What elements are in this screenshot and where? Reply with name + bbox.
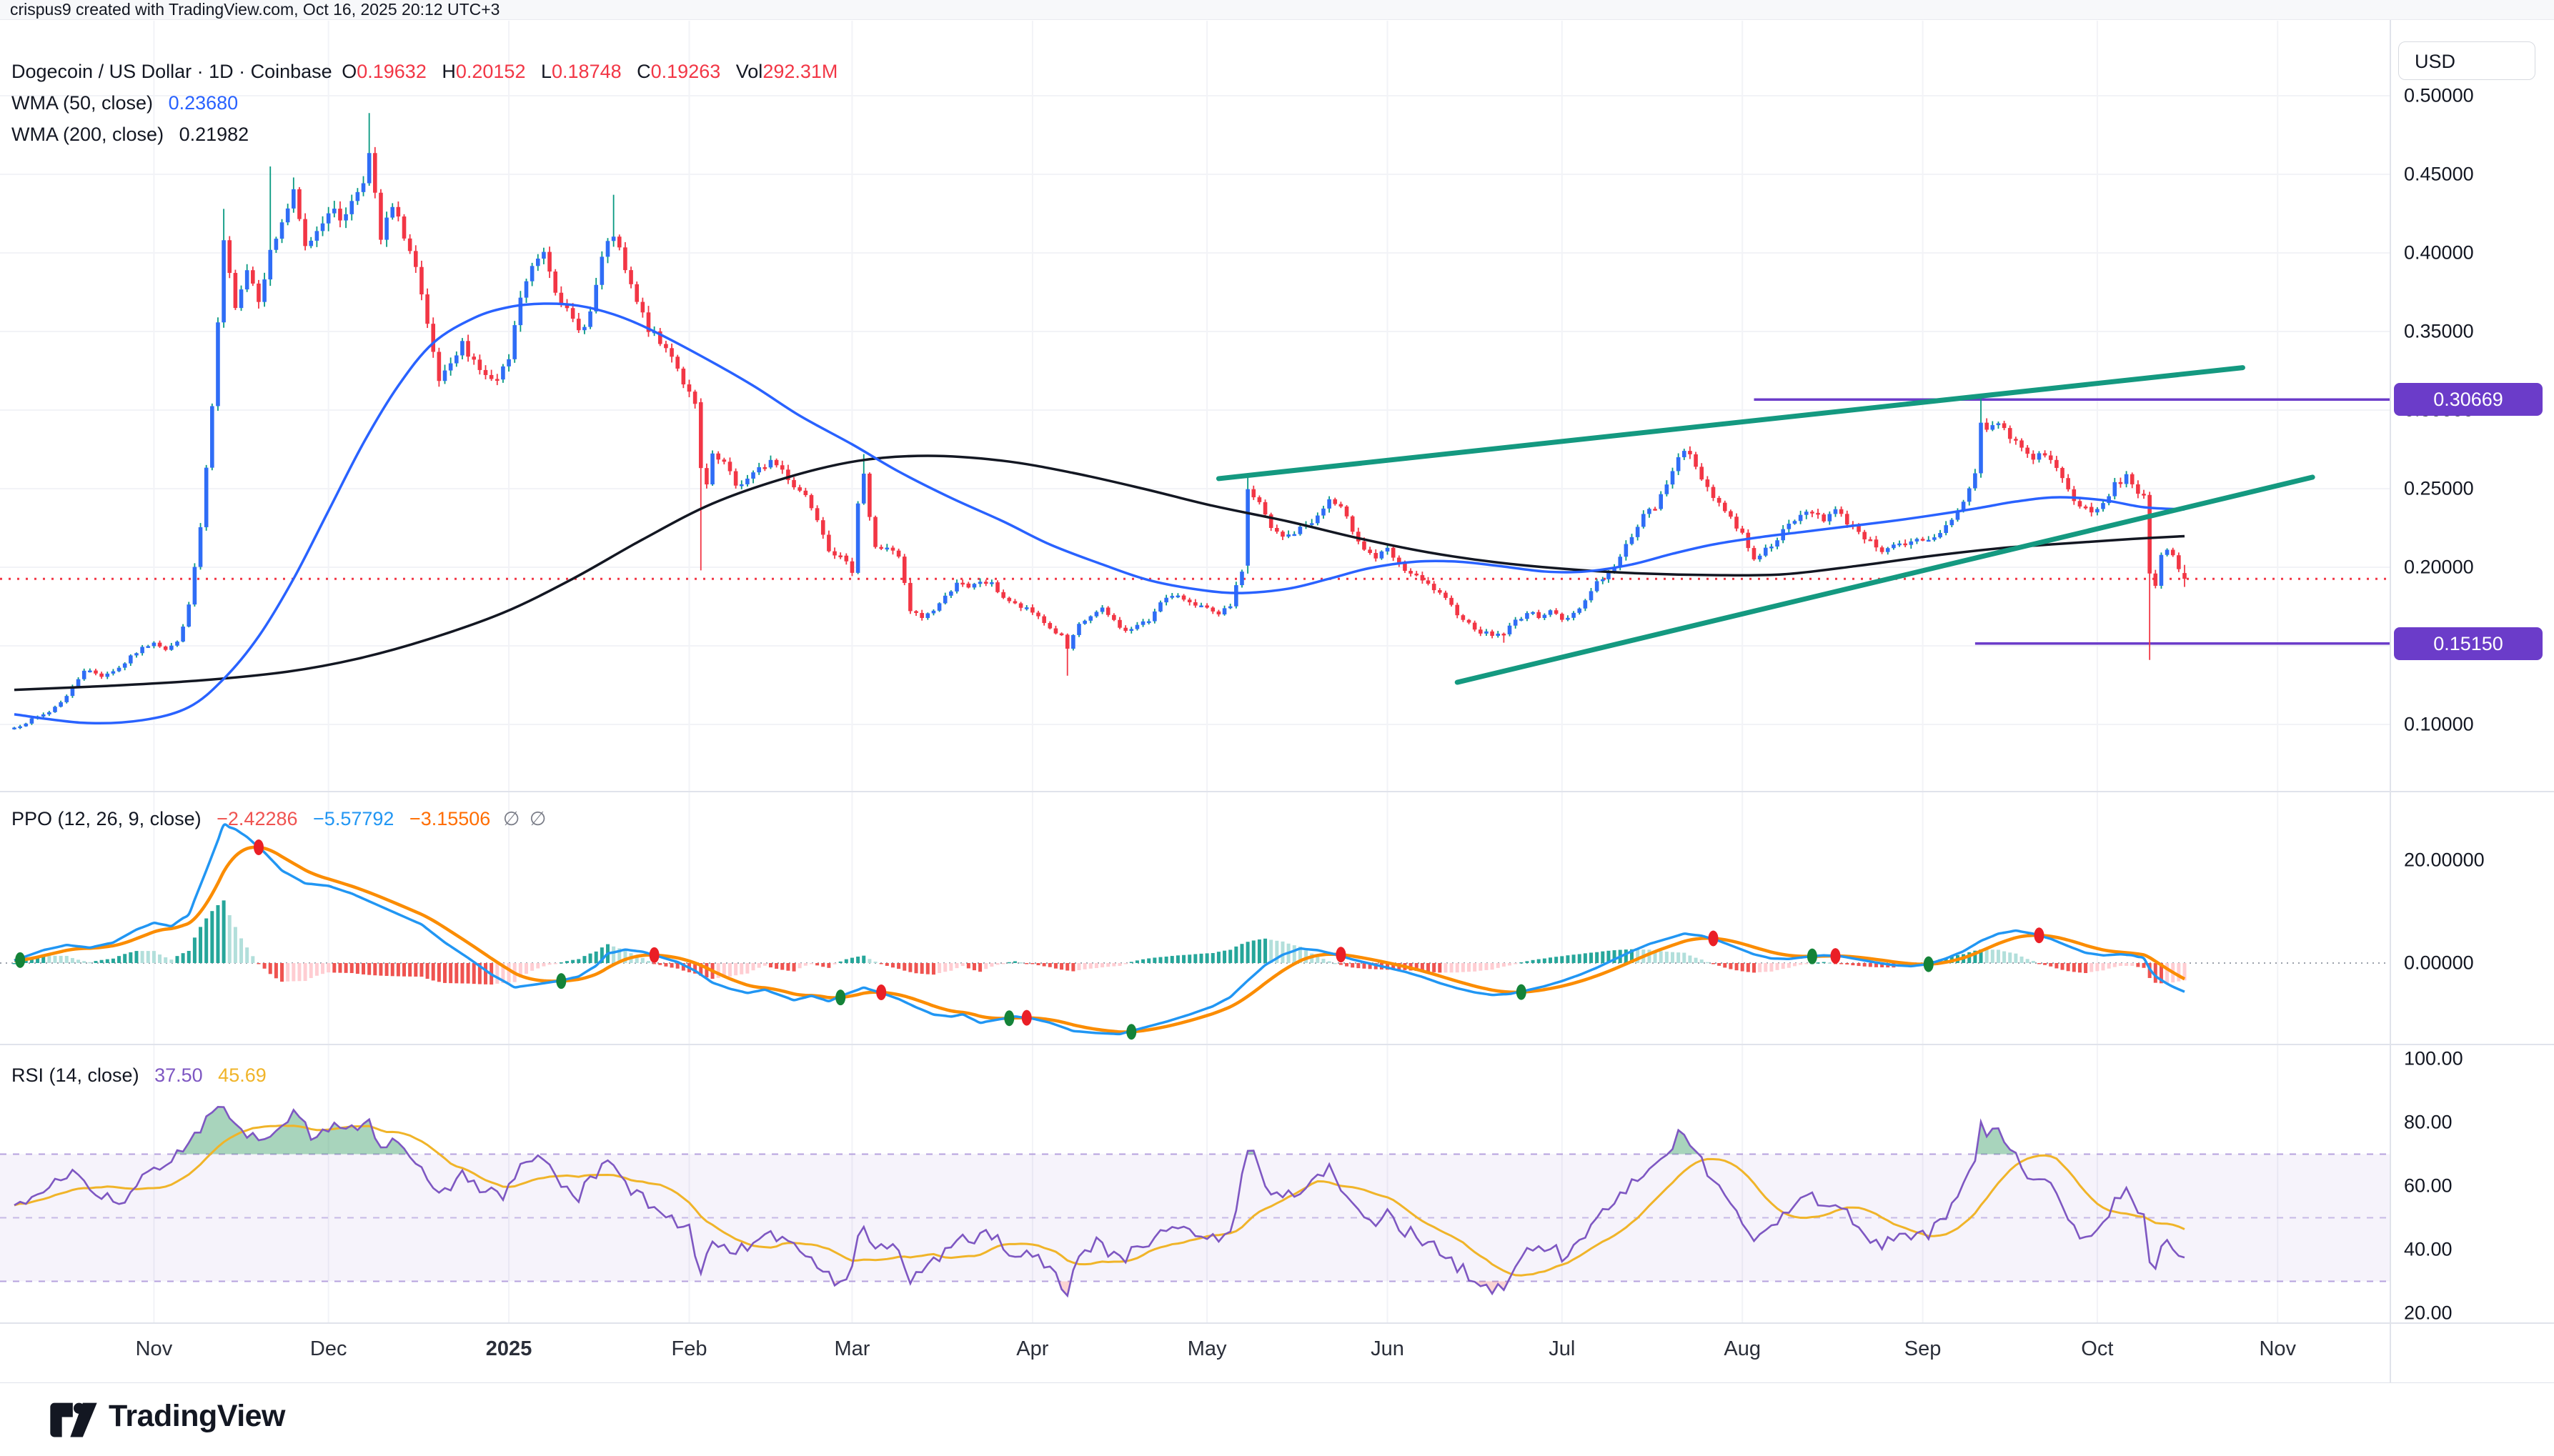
tradingview-logo-icon[interactable] (49, 1397, 99, 1442)
currency-toggle-button[interactable]: USD (2398, 41, 2535, 80)
price-axis-label: 0.45000 (2404, 163, 2474, 185)
low-value: 0.18748 (552, 61, 622, 82)
volume-label: Vol (735, 61, 763, 82)
time-axis-label: Oct (2081, 1337, 2114, 1360)
ppo-axis-label: 20.00000 (2404, 849, 2485, 871)
price-axis-label: 0.35000 (2404, 320, 2474, 342)
time-axis-label: Sep (1904, 1337, 1942, 1360)
volume-value: 292.31M (762, 61, 838, 82)
time-axis-label: Dec (309, 1337, 347, 1360)
wma50-label: WMA (50, close) (11, 92, 154, 114)
rsi-axis-label: 100.00 (2404, 1047, 2463, 1069)
price-level-badge[interactable]: 0.15150 (2394, 627, 2543, 660)
price-axis-label: 0.50000 (2404, 84, 2474, 106)
price-axis-label: 0.25000 (2404, 477, 2474, 499)
time-axis-label: Nov (2259, 1337, 2297, 1360)
time-axis-label: May (1187, 1337, 1227, 1360)
open-value: 0.19632 (357, 61, 427, 82)
rsi-legend[interactable]: RSI (14, close) 37.50 45.69 (11, 1059, 271, 1091)
ppo-signal-value: −3.15506 (409, 808, 491, 829)
time-axis-label: Feb (671, 1337, 707, 1360)
price-axis-label: 0.10000 (2404, 713, 2474, 735)
credit-line: crispus9 created with TradingView.com, O… (0, 0, 2554, 20)
wma50-legend[interactable]: WMA (50, close) 0.23680 (11, 87, 242, 119)
time-axis-label: Jun (1371, 1337, 1404, 1360)
close-label: C (637, 61, 651, 82)
ppo-flag-icon: ∅ (502, 808, 520, 829)
close-value: 0.19263 (650, 61, 721, 82)
price-axis-label: 0.40000 (2404, 241, 2474, 264)
price-axis-label: 0.20000 (2404, 556, 2474, 578)
ppo-line-value: −5.57792 (313, 808, 394, 829)
ppo-label: PPO (12, 26, 9, close) (11, 808, 202, 829)
footer-brand-bar: TradingView (0, 1383, 2554, 1456)
time-axis[interactable] (0, 1323, 2554, 1383)
symbol-legend[interactable]: Dogecoin / US Dollar · 1D · Coinbase O0.… (11, 56, 842, 87)
rsi-label: RSI (14, close) (11, 1064, 139, 1086)
rsi-axis-label: 20.00 (2404, 1302, 2453, 1324)
price-level-badge[interactable]: 0.30669 (2394, 383, 2543, 417)
symbol-title: Dogecoin / US Dollar · 1D · Coinbase (11, 61, 332, 82)
wma200-label: WMA (200, close) (11, 124, 164, 145)
rsi-axis-label: 60.00 (2404, 1175, 2453, 1197)
time-axis-label: Apr (1016, 1337, 1049, 1360)
rsi-value: 37.50 (154, 1064, 203, 1086)
ppo-legend[interactable]: PPO (12, 26, 9, close) −2.42286 −5.57792… (11, 803, 550, 834)
high-label: H (442, 61, 456, 82)
time-axis-label: Nov (135, 1337, 173, 1360)
time-axis-label: Mar (834, 1337, 870, 1360)
wma50-value: 0.23680 (168, 92, 239, 114)
ppo-flag-icon: ∅ (529, 808, 547, 829)
wma200-legend[interactable]: WMA (200, close) 0.21982 (11, 119, 253, 150)
high-value: 0.20152 (455, 61, 526, 82)
time-axis-label: Jul (1549, 1337, 1576, 1360)
brand-wordmark[interactable]: TradingView (109, 1399, 286, 1433)
open-label: O (342, 61, 357, 82)
rsi-ma-value: 45.69 (218, 1064, 267, 1086)
rsi-axis-label: 80.00 (2404, 1111, 2453, 1133)
time-axis-label: 2025 (485, 1337, 532, 1360)
low-label: L (540, 61, 552, 82)
rsi-axis-label: 40.00 (2404, 1238, 2453, 1260)
ppo-axis-label: 0.00000 (2404, 952, 2474, 974)
wma200-value: 0.21982 (179, 124, 249, 145)
time-axis-label: Aug (1724, 1337, 1761, 1360)
ppo-hist-value: −2.42286 (217, 808, 298, 829)
